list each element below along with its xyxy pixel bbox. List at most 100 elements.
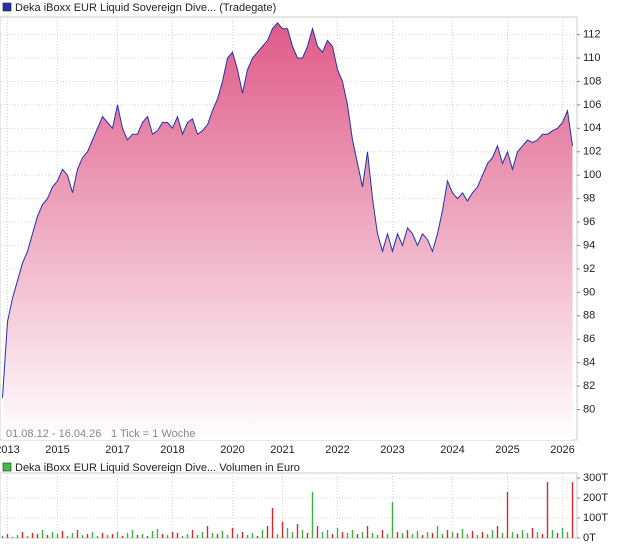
volume-bar [501, 533, 504, 538]
volume-bar [466, 534, 469, 538]
volume-bar [131, 530, 134, 538]
volume-bar [236, 534, 239, 538]
volume-bar [151, 531, 154, 538]
x-tick-label: 2025 [495, 444, 519, 456]
volume-bar [246, 535, 249, 538]
volume-bar [96, 536, 99, 538]
volume-bar [461, 529, 464, 538]
volume-bar [161, 534, 164, 538]
x-tick-label: 2021 [270, 444, 294, 456]
volume-bar [396, 532, 399, 538]
volume-bar [176, 533, 179, 538]
volume-bar [201, 532, 204, 538]
y-tick-label: 100T [583, 512, 608, 524]
y-tick-label: 84 [583, 357, 595, 369]
volume-bar [311, 492, 314, 538]
y-tick-label: 82 [583, 380, 595, 392]
volume-bar [541, 534, 544, 538]
volume-bar [86, 534, 89, 538]
volume-bar [126, 533, 129, 538]
volume-bar [511, 532, 514, 538]
x-tick-label: 2015 [45, 444, 69, 456]
y-tick-label: 88 [583, 310, 595, 322]
range-note: 01.08.12 - 16.04.26 [6, 428, 101, 440]
volume-bar [166, 535, 169, 538]
volume-bar [556, 533, 559, 538]
volume-bar [536, 532, 539, 538]
volume-bar [416, 531, 419, 538]
y-tick-label: 102 [583, 146, 601, 158]
y-tick-label: 90 [583, 286, 595, 298]
y-tick-label: 92 [583, 263, 595, 275]
volume-bar [561, 528, 564, 538]
volume-bar [531, 528, 534, 538]
volume-bar [351, 530, 354, 538]
x-tick-label: 2017 [105, 444, 129, 456]
volume-bar [426, 532, 429, 538]
volume-bar [446, 530, 449, 538]
x-tick-label: 2024 [440, 444, 464, 456]
volume-bar [106, 535, 109, 538]
volume-bar [46, 535, 49, 538]
volume-bar [101, 533, 104, 538]
volume-bar [31, 533, 34, 538]
x-tick-label: 2023 [380, 444, 404, 456]
volume-bar [411, 534, 414, 538]
volume-bar [76, 530, 79, 538]
volume-bar [141, 534, 144, 538]
y-tick-label: 94 [583, 239, 595, 251]
volume-bar [56, 534, 59, 538]
legend-swatch [2, 2, 12, 12]
volume-bar [261, 530, 264, 538]
y-tick-label: 96 [583, 216, 595, 228]
volume-bar [451, 532, 454, 538]
x-tick-label: 2022 [325, 444, 349, 456]
volume-bar [331, 534, 334, 538]
volume-bar [321, 532, 324, 538]
volume-bar [156, 529, 159, 538]
y-tick-label: 80 [583, 403, 595, 415]
volume-bar [121, 536, 124, 538]
y-tick-label: 86 [583, 333, 595, 345]
volume-bar [431, 533, 434, 538]
volume-bar [491, 530, 494, 538]
area-fill [2, 22, 573, 441]
volume-bar [496, 526, 499, 538]
volume-bar [306, 533, 309, 538]
volume-bar [206, 526, 209, 538]
y-tick-label: 200T [583, 492, 608, 504]
y-tick-label: 108 [583, 75, 601, 87]
volume-bar [346, 533, 349, 538]
volume-bar [336, 528, 339, 538]
volume-bar [171, 532, 174, 538]
volume-bar [571, 482, 574, 538]
volume-bar [371, 533, 374, 538]
volume-bar [136, 535, 139, 538]
volume-bar [226, 535, 229, 538]
legend-label: Deka iBoxx EUR Liquid Sovereign Dive... … [15, 2, 276, 14]
volume-bar [211, 533, 214, 538]
volume-bar [81, 535, 84, 538]
x-tick-label: 2013 [0, 444, 20, 456]
y-tick-label: 0T [583, 532, 596, 544]
volume-bar [381, 530, 384, 538]
volume-bar [66, 536, 69, 538]
x-tick-label: 2026 [550, 444, 574, 456]
volume-bar [91, 532, 94, 538]
volume-bar [506, 492, 509, 538]
volume-bar [286, 528, 289, 538]
volume-bar [256, 536, 259, 538]
volume-bar [356, 534, 359, 538]
volume-bar [231, 528, 234, 538]
y-tick-label: 300T [583, 472, 608, 484]
volume-bar [266, 526, 269, 538]
volume-bar [316, 526, 319, 538]
volume-bar [406, 530, 409, 538]
volume-bar [326, 530, 329, 538]
volume-bar [221, 531, 224, 538]
y-tick-label: 112 [583, 28, 601, 40]
volume-bar [1, 536, 4, 538]
volume-bar [436, 526, 439, 538]
volume-bar [116, 532, 119, 538]
